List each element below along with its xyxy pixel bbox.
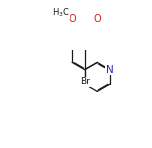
Text: O: O <box>68 14 76 24</box>
Text: Br: Br <box>80 78 90 86</box>
Text: N: N <box>106 65 114 75</box>
Text: O: O <box>93 14 101 24</box>
Text: H$_3$C: H$_3$C <box>52 6 70 19</box>
